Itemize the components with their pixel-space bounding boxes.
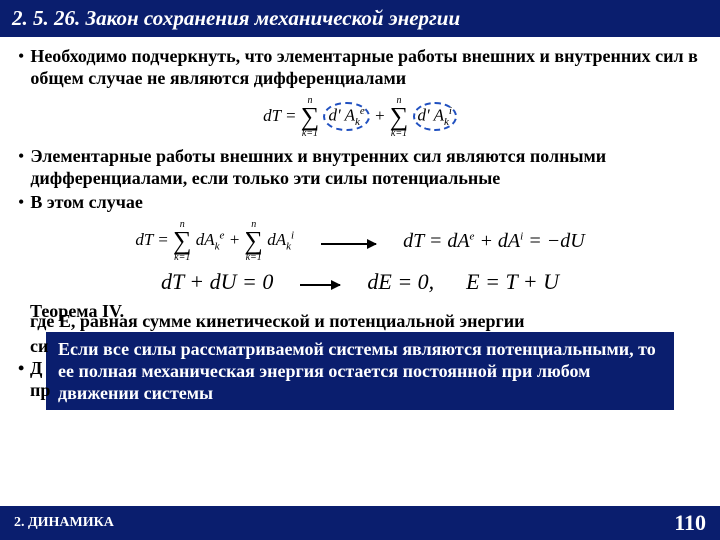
theorem-box: Если все силы рассматриваемой системы яв… [46,332,674,410]
bullet-1: • Необходимо подчеркнуть, что элементарн… [18,45,702,89]
bullet-3-text: В этом случае [30,191,143,213]
page-number: 110 [674,510,706,536]
bullet-1-text: Необходимо подчеркнуть, что элементарные… [30,45,702,89]
formula-2: dT = n∑k=1 dAke + n∑k=1 dAki dT = dAe + … [18,219,702,263]
bullet-3: • В этом случае [18,191,702,213]
footer: 2. ДИНАМИКА 110 [0,506,720,540]
bullet-2: • Элементарные работы внешних и внутренн… [18,145,702,189]
eq-dT-dA: dT = dAe + dAi = −dU [403,230,585,253]
arrow-icon [321,232,376,250]
eq-E: E = T + U [466,269,559,295]
bullet-dot: • [18,191,24,213]
overlap-d: Д [30,358,42,379]
arrow-icon [300,273,340,291]
bullet-4-dot: • [18,358,24,379]
overlap-si: си [30,336,48,357]
eq-dT-sum-dashed: dT = n∑k=1 d' Ake + n∑k=1 d' Aki [263,95,457,139]
slide-content: • Необходимо подчеркнуть, что элементарн… [0,37,720,410]
bullet-dot: • [18,45,24,89]
eq-dE: dE = 0, [367,269,434,295]
overlap-pr: пр [30,380,50,401]
bullet-dot: • [18,145,24,189]
eq-dT-sum: dT = n∑k=1 dAke + n∑k=1 dAki [135,219,294,263]
slide-title: 2. 5. 26. Закон сохранения механической … [0,0,720,37]
overlap-text-1: где E, равная сумме кинетической и потен… [30,312,702,330]
eq-dT-dU: dT + dU = 0 [161,269,273,295]
formula-1: dT = n∑k=1 d' Ake + n∑k=1 d' Aki [18,95,702,139]
formula-3: dT + dU = 0 dE = 0, E = T + U [18,269,702,295]
bullet-2-text: Элементарные работы внешних и внутренних… [30,145,702,189]
footer-section: 2. ДИНАМИКА [14,515,114,531]
